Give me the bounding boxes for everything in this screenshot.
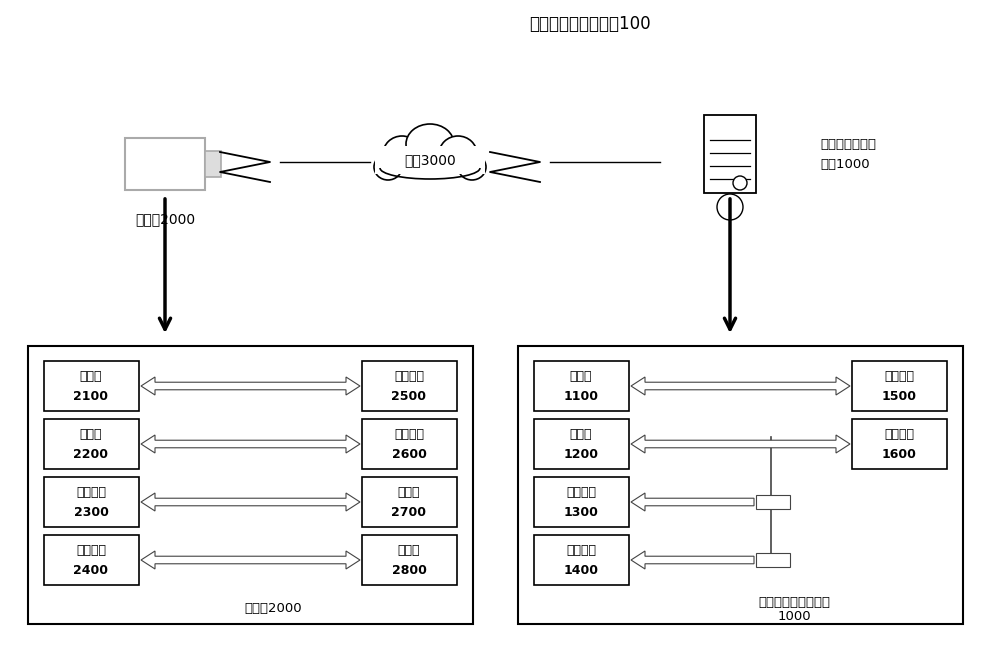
Text: 麦克风: 麦克风 (398, 545, 420, 557)
Text: 1100: 1100 (564, 390, 598, 402)
Text: 存储器: 存储器 (570, 428, 592, 441)
Text: 2200: 2200 (74, 447, 108, 460)
Bar (756, 553, 790, 567)
Bar (44, 477, 139, 527)
Polygon shape (631, 377, 850, 395)
Text: 生产进度的确定装置: 生产进度的确定装置 (758, 596, 830, 608)
Text: 生产进度的确定: 生产进度的确定 (820, 137, 876, 150)
Text: 接口装置: 接口装置 (566, 487, 596, 500)
Text: 2100: 2100 (74, 390, 108, 402)
Text: 2800: 2800 (392, 564, 426, 576)
Bar (362, 535, 457, 585)
Bar (362, 477, 457, 527)
Bar (362, 361, 457, 411)
Bar (704, 115, 756, 193)
Bar (534, 361, 629, 411)
Text: 扬声器: 扬声器 (398, 487, 420, 500)
Text: 1500: 1500 (882, 390, 916, 402)
Text: 摄像头2000: 摄像头2000 (135, 212, 195, 226)
Text: 输入装置: 输入装置 (884, 428, 914, 441)
Bar (125, 138, 205, 190)
Polygon shape (141, 435, 360, 453)
Ellipse shape (458, 154, 486, 180)
Bar (534, 477, 629, 527)
Polygon shape (631, 493, 754, 511)
Bar (375, 146, 485, 174)
Text: 2300: 2300 (74, 506, 108, 519)
Text: 1200: 1200 (564, 447, 598, 460)
Bar (362, 419, 457, 469)
Circle shape (717, 194, 743, 220)
Text: 1300: 1300 (564, 506, 598, 519)
Text: 处理器: 处理器 (80, 371, 102, 383)
Bar (534, 535, 629, 585)
Polygon shape (141, 551, 360, 569)
Text: 摄像头2000: 摄像头2000 (244, 602, 302, 615)
Text: 生产进度的确定系统100: 生产进度的确定系统100 (529, 15, 651, 33)
Ellipse shape (406, 124, 454, 164)
Text: 显示装置: 显示装置 (884, 371, 914, 383)
Text: 显示装置: 显示装置 (394, 371, 424, 383)
Ellipse shape (439, 136, 477, 172)
Text: 通信装置: 通信装置 (566, 545, 596, 557)
Bar (44, 361, 139, 411)
Text: 装置1000: 装置1000 (820, 158, 870, 171)
Ellipse shape (383, 136, 421, 172)
Bar (205, 151, 221, 177)
Text: 处理器: 处理器 (570, 371, 592, 383)
Bar (852, 419, 947, 469)
Bar (44, 535, 139, 585)
Text: 2500: 2500 (392, 390, 426, 402)
Polygon shape (631, 435, 850, 453)
Circle shape (733, 176, 747, 190)
Ellipse shape (374, 154, 402, 180)
Polygon shape (141, 377, 360, 395)
Text: 网络3000: 网络3000 (404, 153, 456, 167)
Text: 输入装置: 输入装置 (394, 428, 424, 441)
Text: 2700: 2700 (392, 506, 426, 519)
Text: 2400: 2400 (74, 564, 108, 576)
Text: 2600: 2600 (392, 447, 426, 460)
Text: 1600: 1600 (882, 447, 916, 460)
Bar (852, 361, 947, 411)
Bar (28, 346, 473, 624)
Polygon shape (141, 493, 360, 511)
Bar (756, 495, 790, 509)
Text: 存储器: 存储器 (80, 428, 102, 441)
Bar (518, 346, 963, 624)
Text: 通信装置: 通信装置 (76, 545, 106, 557)
Text: 1000: 1000 (777, 610, 811, 623)
Bar (534, 419, 629, 469)
Text: 1400: 1400 (564, 564, 598, 576)
Text: 接口装置: 接口装置 (76, 487, 106, 500)
Bar (44, 419, 139, 469)
Polygon shape (631, 551, 754, 569)
